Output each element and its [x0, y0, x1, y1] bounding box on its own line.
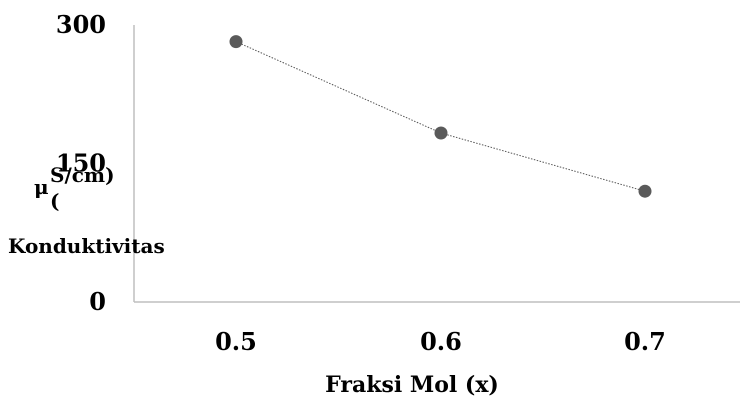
series-line [235, 41, 646, 192]
x-axis-title: Fraksi Mol (x) [325, 372, 499, 398]
y-axis-title-line-4: S/cm) [50, 163, 115, 187]
x-tick-label: 0.6 [420, 327, 462, 356]
y-axis-title-line-1: Konduktivitas [8, 234, 165, 258]
x-tick-label: 0.7 [624, 327, 666, 356]
x-tick-label: 0.5 [215, 327, 257, 356]
y-tick-labels: 0 150 300 [56, 10, 106, 316]
axes [133, 25, 740, 303]
y-tick-label: 150 [56, 149, 106, 178]
y-tick-label: 300 [56, 10, 106, 39]
y-tick-label: 0 [89, 287, 106, 316]
data-point [638, 184, 652, 198]
data-point [434, 126, 448, 140]
series-line-path [235, 41, 646, 192]
series-points [229, 35, 652, 198]
y-axis-title-line-3: μ [34, 175, 49, 199]
x-tick-labels: 0.5 0.6 0.7 [215, 327, 666, 356]
data-point [229, 35, 243, 49]
y-axis-title-line-2: ( [50, 189, 59, 213]
y-axis-title: S/cm) μ ( Konduktivitas [8, 163, 165, 258]
